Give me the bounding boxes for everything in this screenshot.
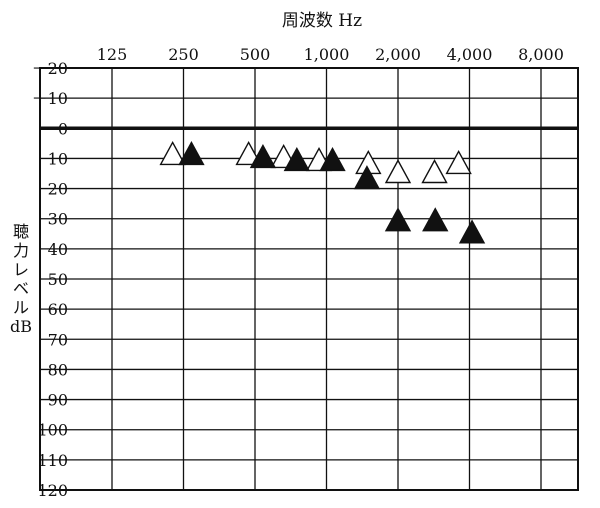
grid — [39, 67, 579, 491]
y-tick-label: 10 — [48, 149, 68, 168]
x-tick-label: 1,000 — [304, 45, 350, 64]
y-axis-label-char: 聴 — [12, 222, 29, 241]
y-axis-label-unit: dB — [10, 317, 32, 336]
x-tick-label: 4,000 — [447, 45, 493, 64]
x-tick-label: 125 — [97, 45, 128, 64]
y-tick-label: 30 — [48, 210, 68, 229]
y-tick-label: －20 — [32, 59, 68, 78]
y-tick-label: 100 — [37, 421, 68, 440]
open-triangle-point — [421, 159, 448, 184]
y-tick-label: 80 — [48, 360, 68, 379]
y-axis-label-char: 力 — [12, 241, 29, 260]
y-axis-ticks: －20 －10 0 10 20 30 40 50 60 70 80 90 100 110 120 — [32, 59, 68, 500]
y-tick-label: 120 — [37, 481, 68, 500]
open-triangle-point — [445, 149, 472, 175]
x-tick-label: 2,000 — [375, 45, 421, 64]
x-tick-label: 500 — [240, 45, 271, 64]
y-axis-label-char: ベ — [12, 279, 29, 298]
y-tick-label: 40 — [48, 240, 68, 259]
y-tick-label: 20 — [48, 180, 68, 199]
x-axis-ticks: 125 250 500 1,000 2,000 4,000 8,000 — [97, 45, 564, 64]
filled-triangle-point — [319, 146, 346, 172]
x-tick-label: 8,000 — [518, 45, 564, 64]
y-tick-label: 50 — [48, 270, 68, 289]
open-triangle-point — [159, 140, 186, 166]
data-marks — [159, 140, 486, 244]
y-tick-label: 110 — [37, 451, 68, 470]
y-tick-label: 60 — [48, 300, 68, 319]
filled-triangle-point — [283, 146, 311, 172]
filled-triangle-point — [458, 219, 486, 244]
filled-triangle-point — [422, 207, 449, 232]
y-tick-label: 0 — [58, 119, 68, 138]
filled-triangle-point — [249, 143, 277, 169]
y-tick-label: 90 — [48, 391, 68, 410]
open-triangle-point — [384, 159, 412, 184]
y-axis-label: 聴 力 レ ベ ル dB — [10, 222, 32, 336]
open-triangle-point — [235, 140, 262, 166]
y-tick-label: －10 — [32, 89, 68, 108]
filled-triangle-point — [353, 165, 381, 190]
y-axis-label-char: レ — [12, 260, 29, 279]
y-tick-label: 70 — [48, 330, 68, 349]
chart-title: 周波数 Hz — [282, 11, 362, 31]
x-tick-label: 250 — [168, 45, 199, 64]
y-axis-label-char: ル — [12, 298, 29, 317]
filled-triangle-point — [384, 207, 412, 232]
filled-triangle-point — [178, 140, 205, 166]
